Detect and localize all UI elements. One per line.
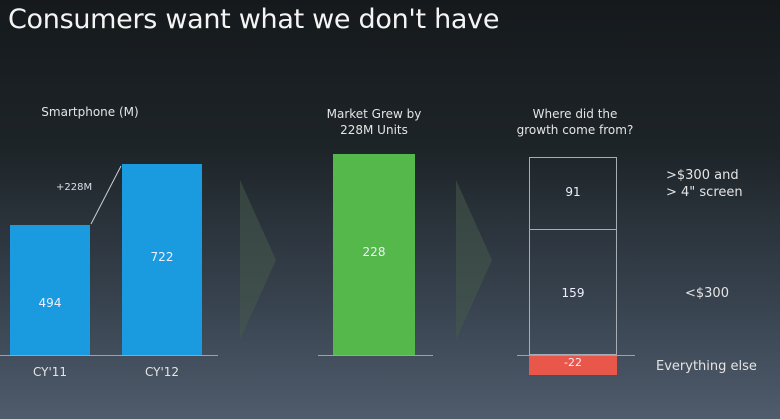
label-line: > 4" screen [666,185,743,200]
bar-cy11: 494 [10,224,90,355]
title-line: Market Grew by [326,107,422,121]
growth-connector-line [90,165,122,225]
x-tick-label: CY'12 [144,365,180,379]
title-line: growth come from? [516,123,634,137]
bar-market-growth: 228 [333,154,415,355]
title-line: Where did the [532,107,618,121]
chart2-baseline [318,355,433,356]
chart1-title: Smartphone (M) [41,105,139,119]
slide-title: Consumers want what we don't have [8,4,500,35]
chart3-baseline [517,355,635,356]
chart3-title: Where did the growth come from? [500,106,650,138]
segment-label-over-300: >$300 and > 4" screen [666,167,743,201]
chart2-title: Market Grew by 228M Units [300,106,448,138]
title-line: 228M Units [340,123,408,137]
chart1-baseline [0,355,218,356]
bar-value: 722 [150,250,174,265]
segment-value: 91 [565,185,581,199]
label-line: >$300 and [666,168,739,183]
arrow-right-icon [456,180,492,340]
bar-value: 228 [362,244,386,259]
segment-over-300-large-screen: 91 [529,157,617,231]
segment-value: -22 [564,356,582,369]
x-tick-label: CY'11 [32,365,68,379]
arrow-right-icon [240,180,276,340]
bar-value: 494 [38,296,62,311]
segment-label-everything-else: Everything else [656,359,757,374]
segment-everything-else: -22 [529,355,617,375]
bar-cy12: 722 [122,164,202,355]
segment-value: 159 [561,285,585,300]
segment-under-300: 159 [529,229,617,355]
segment-label-under-300: <$300 [685,286,729,301]
growth-annotation: +228M [56,182,93,193]
